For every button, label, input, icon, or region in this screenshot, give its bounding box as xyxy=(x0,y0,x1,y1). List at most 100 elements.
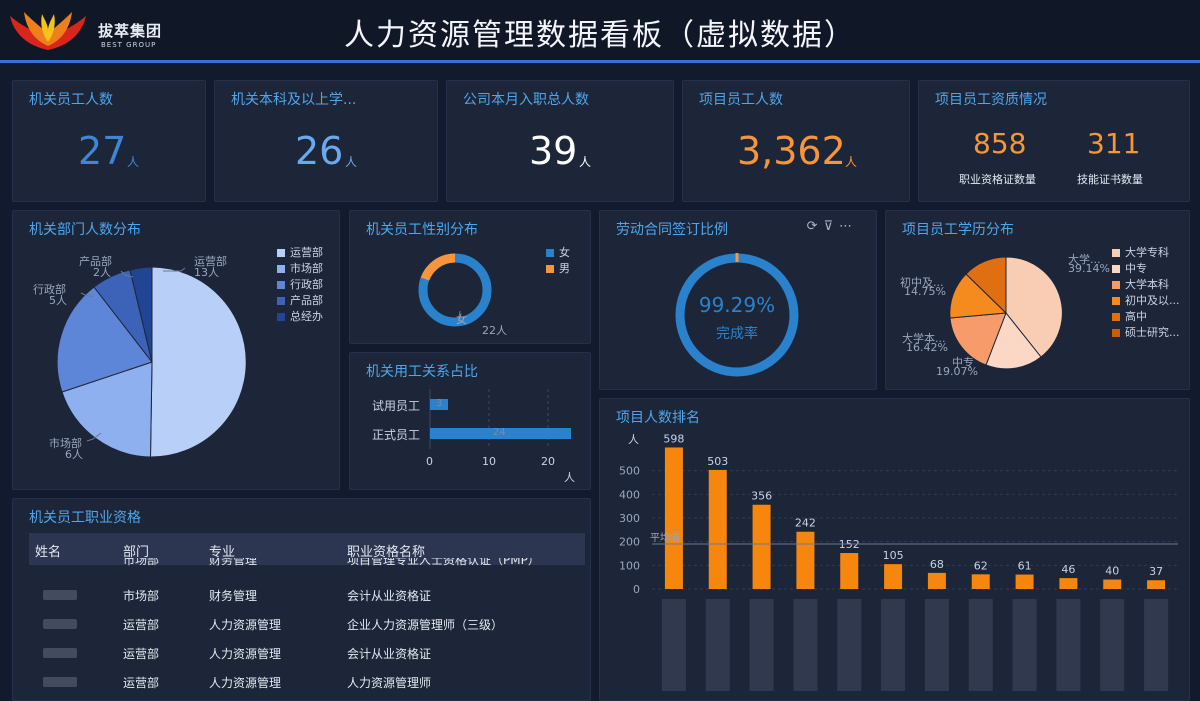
bar-value-label: 61 xyxy=(1018,560,1032,573)
pie-slice-college[interactable] xyxy=(1005,256,1063,358)
pie-slice-market[interactable] xyxy=(61,361,153,458)
kpi-value: 39 xyxy=(529,129,578,173)
axis-tick-20: 20 xyxy=(541,455,555,468)
pie-label-junior: 初中及... xyxy=(900,276,944,289)
pie-label-ops-value: 13人 xyxy=(194,266,219,279)
pie-slice-secondary[interactable] xyxy=(985,312,1042,370)
bar-value-label: 62 xyxy=(974,559,988,572)
table-row[interactable]: 运营部 人力资源管理 会计从业资格证 xyxy=(29,639,585,668)
pie-slice-gm[interactable] xyxy=(129,266,153,363)
contract-percent: 99.29% xyxy=(698,293,776,317)
legend-item-admin[interactable]: 行政部 xyxy=(277,276,323,292)
kpi-unit: 人 xyxy=(345,155,358,169)
legend-item-master[interactable]: 硕士研究... xyxy=(1112,324,1180,340)
employment-bar-chart xyxy=(429,389,571,449)
filter-icon[interactable]: ⊽ xyxy=(823,219,839,234)
legend-item-ops[interactable]: 运营部 xyxy=(277,244,323,260)
contract-title: 劳动合同签订比例 xyxy=(616,222,728,238)
legend-item-market[interactable]: 市场部 xyxy=(277,260,323,276)
kpi-card-bachelor: 机关本科及以上学... 26 人 xyxy=(214,80,438,202)
kpi-unit: 人 xyxy=(579,155,592,169)
pie-slice-high[interactable] xyxy=(965,256,1007,315)
ranking-bar[interactable] xyxy=(1059,578,1078,589)
kpi-title: 公司本月入职总人数 xyxy=(463,92,589,108)
x-label-blurred xyxy=(705,599,730,691)
col-qualification[interactable]: 职业资格名称 xyxy=(347,545,426,560)
company-logo: 拔萃集团 BEST GROUP xyxy=(8,8,178,54)
kpi-unit: 人 xyxy=(127,155,140,169)
logo-text: 拔萃集团 xyxy=(98,22,163,40)
col-name[interactable]: 姓名 xyxy=(35,545,62,560)
ranking-bar[interactable] xyxy=(1015,574,1034,589)
table-row[interactable]: 运营部 人力资源管理 人力资源管理师 xyxy=(29,668,585,697)
pie-slice-bachelor[interactable] xyxy=(949,312,1007,366)
ranking-bar[interactable] xyxy=(1147,580,1166,589)
bar-value-label: 68 xyxy=(930,558,944,571)
pie-slice-ops[interactable] xyxy=(149,266,247,458)
table-row-partial[interactable]: 市场部 财务管理 项目管理专业人士资格认证（PMP） xyxy=(123,558,540,567)
ranking-title: 项目人数排名 xyxy=(616,410,700,426)
qualification-title: 项目员工资质情况 xyxy=(935,92,1047,108)
legend-item-male[interactable]: 男 xyxy=(546,260,570,276)
dept-distribution-card: 机关部门人数分布 运营部 13人 产品部 2人 行政部 5人 市场部 6人 运营… xyxy=(12,210,340,490)
employment-card: 机关用工关系占比 试用员工 正式员工 3 24 0 10 20 人 xyxy=(349,352,591,490)
gender-title: 机关员工性别分布 xyxy=(366,222,478,238)
legend-item-secondary[interactable]: 中专 xyxy=(1112,260,1147,276)
kpi-title: 项目员工人数 xyxy=(699,92,783,108)
bar-probation[interactable] xyxy=(430,399,448,410)
kpi-title: 机关员工人数 xyxy=(29,92,113,108)
y-tick-label: 300 xyxy=(619,512,640,525)
legend-item-gm[interactable]: 总经办 xyxy=(277,308,323,324)
ranking-bar[interactable] xyxy=(927,572,946,589)
legend-item-bachelor[interactable]: 大学本科 xyxy=(1112,276,1169,292)
x-label-blurred xyxy=(749,599,774,691)
ranking-bar[interactable] xyxy=(840,553,859,589)
pie-label-college-value: 39.14% xyxy=(1068,262,1110,275)
legend-item-high[interactable]: 高中 xyxy=(1112,308,1147,324)
kpi-value: 26 xyxy=(295,129,344,173)
pie-label-market-value: 6人 xyxy=(65,448,83,461)
donut-male[interactable] xyxy=(420,253,456,281)
table-header: 姓名 部门 专业 职业资格名称 xyxy=(29,533,585,565)
col-major[interactable]: 专业 xyxy=(209,545,236,560)
x-label-blurred xyxy=(924,599,949,691)
x-label-blurred xyxy=(1144,599,1169,691)
legend-item-junior[interactable]: 初中及以... xyxy=(1112,292,1180,308)
skill-label: 技能证书数量 xyxy=(1077,173,1143,186)
more-icon[interactable]: ⋯ xyxy=(839,219,858,234)
y-tick-label: 500 xyxy=(619,465,640,478)
col-dept[interactable]: 部门 xyxy=(123,545,150,560)
pie-slice-admin[interactable] xyxy=(56,286,153,393)
edu-pie-chart xyxy=(949,256,1063,370)
pie-label-college: 大学... xyxy=(1068,253,1101,266)
ranking-bar[interactable] xyxy=(1103,579,1122,589)
pie-label-bachelor: 大学本... xyxy=(902,332,946,345)
axis-tick-10: 10 xyxy=(482,455,496,468)
contract-gauge xyxy=(675,253,799,377)
table-row[interactable]: 运营部 人力资源管理 企业人力资源管理师（三级） xyxy=(29,610,585,639)
bar-value-label: 46 xyxy=(1061,563,1075,576)
legend-item-college[interactable]: 大学专科 xyxy=(1112,244,1169,260)
legend-item-female[interactable]: 女 xyxy=(546,244,570,260)
contract-label: 完成率 xyxy=(716,326,758,342)
ranking-bar[interactable] xyxy=(752,504,771,589)
x-label-blurred xyxy=(968,599,993,691)
skill-count: 311 xyxy=(1087,127,1141,160)
ranking-bar[interactable] xyxy=(796,531,815,589)
axis-tick-0: 0 xyxy=(426,455,433,468)
table-row[interactable]: 市场部 财务管理 会计从业资格证 xyxy=(29,581,585,610)
average-label: 平均值 xyxy=(650,531,680,544)
gender-label-value: 22人 xyxy=(482,324,507,337)
ranking-bar[interactable] xyxy=(708,469,727,589)
refresh-icon[interactable]: ⟳ xyxy=(806,219,824,234)
qualification-card: 项目员工资质情况 858 职业资格证数量 311 技能证书数量 xyxy=(918,80,1190,202)
name-blurred xyxy=(43,590,77,600)
ranking-bar[interactable] xyxy=(664,447,683,589)
bar-value-label: 356 xyxy=(751,490,772,503)
legend-item-product[interactable]: 产品部 xyxy=(277,292,323,308)
ranking-bar[interactable] xyxy=(971,574,990,589)
bar-formal[interactable] xyxy=(430,428,571,439)
ranking-bar[interactable] xyxy=(884,564,903,589)
name-blurred xyxy=(43,619,77,629)
